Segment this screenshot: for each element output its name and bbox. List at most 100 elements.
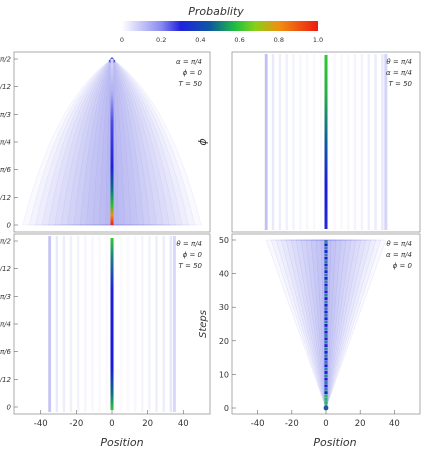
steps-central-segment: [324, 371, 328, 374]
steps-central-segment: [324, 401, 328, 405]
colorbar-gradient: [122, 21, 318, 31]
steps-central-segment: [324, 354, 328, 358]
steps-central-segment: [324, 387, 328, 391]
steps-ytick-label: 50: [219, 236, 229, 245]
alpha-stripe: [98, 236, 100, 412]
panel-alpha: 0π/12π/6π/4π/35π/12π/2-40-2002040αθ = π/…: [0, 233, 211, 429]
alpha-xtick-label: 20: [142, 419, 153, 429]
steps-ytick-label: 0: [224, 404, 229, 413]
alpha-stripe: [105, 236, 107, 412]
alpha-side-peak: [172, 236, 176, 412]
alpha-stripe: [91, 236, 93, 412]
alpha-stripe: [84, 236, 87, 412]
alpha-side-peak: [48, 236, 52, 412]
steps-xtick-label: -40: [251, 419, 265, 429]
phi-stripe: [340, 54, 342, 230]
alpha-stripe: [169, 236, 172, 412]
steps-central-segment: [324, 280, 328, 284]
steps-central-segment: [324, 327, 328, 331]
steps-annotation: θ = π/4: [386, 240, 412, 248]
steps-central-segment: [324, 337, 328, 341]
steps-central-segment: [324, 273, 328, 277]
theta-ytick-label: π/3: [0, 111, 11, 119]
phi-stripe: [353, 54, 357, 230]
alpha-xtick-label: -40: [34, 419, 48, 429]
steps-central-segment: [324, 256, 328, 260]
theta-annotation: α = π/4: [176, 58, 202, 66]
alpha-stripe: [127, 236, 129, 412]
steps-central-segment: [324, 300, 328, 304]
colorbar: Probablity 0 0.2 0.4 0.6 0.8 1.0: [120, 5, 323, 44]
steps-xtick-label: 0: [323, 419, 328, 429]
theta-ytick-label: π/4: [0, 139, 11, 147]
phi-annotation: α = π/4: [386, 69, 412, 77]
alpha-stripe: [48, 236, 51, 412]
phi-central-line: [324, 55, 328, 229]
steps-central-segment: [324, 357, 328, 361]
steps-central-segment: [324, 384, 328, 388]
alpha-stripe: [155, 236, 158, 412]
steps-annotation: ϕ = 0: [393, 262, 413, 270]
steps-central-segment: [324, 377, 328, 381]
alpha-ytick-label: π/6: [0, 348, 12, 356]
steps-central-segment: [324, 297, 328, 300]
steps-central-segment: [324, 266, 328, 270]
steps-central-segment: [324, 360, 328, 364]
steps-central-segment: [324, 260, 328, 264]
panel-steps: 0 10 20 30 40 50 -40 -20 0 20 40 Steps θ = π/4 α = π/…: [198, 233, 421, 429]
phi-stripe: [313, 54, 315, 230]
alpha-xtick-label: 40: [178, 419, 189, 429]
steps-central-segment: [324, 290, 328, 294]
alpha-stripe: [55, 236, 58, 412]
colorbar-ticks: 0 0.2 0.4 0.6 0.8 1.0: [120, 36, 323, 44]
steps-central-segment: [324, 276, 328, 280]
theta-ytick-label: 0: [7, 222, 12, 230]
steps-ytick-label: 40: [219, 270, 229, 279]
theta-ytick-label: π/12: [0, 194, 12, 202]
alpha-stripe: [120, 236, 122, 412]
steps-central-segment: [324, 246, 328, 250]
steps-central-segment: [324, 330, 328, 334]
theta-central-line: [110, 59, 114, 225]
colorbar-title: Probablity: [188, 5, 244, 18]
alpha-ytick-label: π/2: [0, 238, 12, 246]
colorbar-tick-label: 1.0: [313, 36, 323, 44]
alpha-stripe: [69, 236, 73, 412]
colorbar-tick-label: 0: [120, 36, 124, 44]
alpha-ytick-label: π/4: [0, 321, 11, 329]
steps-central-segment: [324, 334, 328, 337]
steps-central-segment: [324, 364, 328, 368]
steps-annotation: α = π/4: [386, 251, 412, 259]
phi-side-peak: [264, 54, 268, 230]
alpha-ytick-label: π/12: [0, 376, 12, 384]
alpha-ytick-label: π/3: [0, 293, 11, 301]
panel-theta: 0π/12π/6π/4π/35π/12π/2θα = π/4ϕ = 0T = 5…: [0, 51, 211, 233]
steps-central-segment: [324, 283, 328, 287]
steps-central-segment: [324, 253, 328, 257]
steps-central-segment: [324, 310, 328, 314]
panel-phi: ϕ θ = π/4 α = π/4 T = 50: [196, 51, 421, 233]
steps-central-segment: [324, 293, 328, 297]
steps-central-segment: [324, 320, 328, 324]
steps-central-segment: [324, 270, 328, 274]
steps-central-segment: [324, 381, 328, 384]
colorbar-tick-label: 0.2: [156, 36, 166, 44]
phi-stripe: [285, 54, 288, 230]
phi-stripe: [360, 54, 364, 230]
phi-annotation: T = 50: [389, 80, 413, 88]
alpha-annotation: θ = π/4: [176, 240, 202, 248]
phi-stripe: [374, 54, 377, 230]
alpha-xtick-label: -20: [69, 419, 83, 429]
steps-central-segment: [324, 350, 328, 354]
alpha-annotation: T = 50: [179, 262, 203, 270]
alpha-stripe: [162, 236, 165, 412]
steps-xtick-label: 20: [355, 419, 366, 429]
colorbar-tick-label: 0.8: [274, 36, 284, 44]
steps-central-segment: [324, 340, 328, 344]
alpha-ytick-label: 5π/12: [0, 265, 12, 273]
steps-ytick-label: 20: [219, 337, 229, 346]
x-axis-label-left: Position: [100, 436, 143, 449]
steps-central-segment: [324, 347, 328, 351]
alpha-stripe: [62, 236, 66, 412]
steps-central-segment: [324, 391, 328, 395]
